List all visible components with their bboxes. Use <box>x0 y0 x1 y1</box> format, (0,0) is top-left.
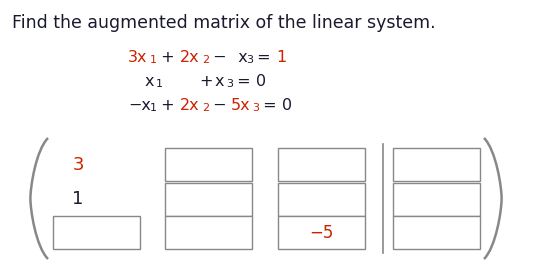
Text: 2: 2 <box>202 55 209 65</box>
Text: 3: 3 <box>246 55 253 65</box>
Text: 2x: 2x <box>180 50 200 65</box>
Text: 3x: 3x <box>128 50 147 65</box>
Text: 0: 0 <box>282 98 292 113</box>
Text: x: x <box>145 74 155 89</box>
Bar <box>393 216 480 249</box>
Text: 1: 1 <box>72 191 84 208</box>
Text: 3: 3 <box>226 79 233 89</box>
Text: 0: 0 <box>256 74 266 89</box>
Text: x: x <box>228 50 248 65</box>
Text: =: = <box>258 98 282 113</box>
Text: =: = <box>232 74 256 89</box>
Text: −: − <box>208 98 232 113</box>
Bar <box>278 183 365 216</box>
Text: x: x <box>215 74 225 89</box>
Bar <box>278 148 365 181</box>
Bar <box>53 216 140 249</box>
Bar <box>165 148 252 181</box>
Text: 1: 1 <box>156 79 163 89</box>
Text: 3: 3 <box>252 103 259 113</box>
Text: Find the augmented matrix of the linear system.: Find the augmented matrix of the linear … <box>12 14 435 32</box>
Text: 2: 2 <box>202 103 209 113</box>
Text: 1: 1 <box>150 103 157 113</box>
Text: +: + <box>200 74 219 89</box>
Text: +: + <box>156 98 180 113</box>
Text: −x: −x <box>128 98 151 113</box>
Text: 3: 3 <box>72 155 84 174</box>
Bar <box>278 216 365 249</box>
Bar <box>393 148 480 181</box>
Text: −5: −5 <box>309 224 334 241</box>
Text: =: = <box>252 50 276 65</box>
Text: 1: 1 <box>150 55 157 65</box>
Bar <box>165 183 252 216</box>
Text: 2x: 2x <box>180 98 200 113</box>
Text: 5x: 5x <box>231 98 251 113</box>
Text: 1: 1 <box>276 50 286 65</box>
Bar <box>165 216 252 249</box>
Text: +: + <box>156 50 180 65</box>
Text: −: − <box>208 50 226 65</box>
Bar <box>393 183 480 216</box>
